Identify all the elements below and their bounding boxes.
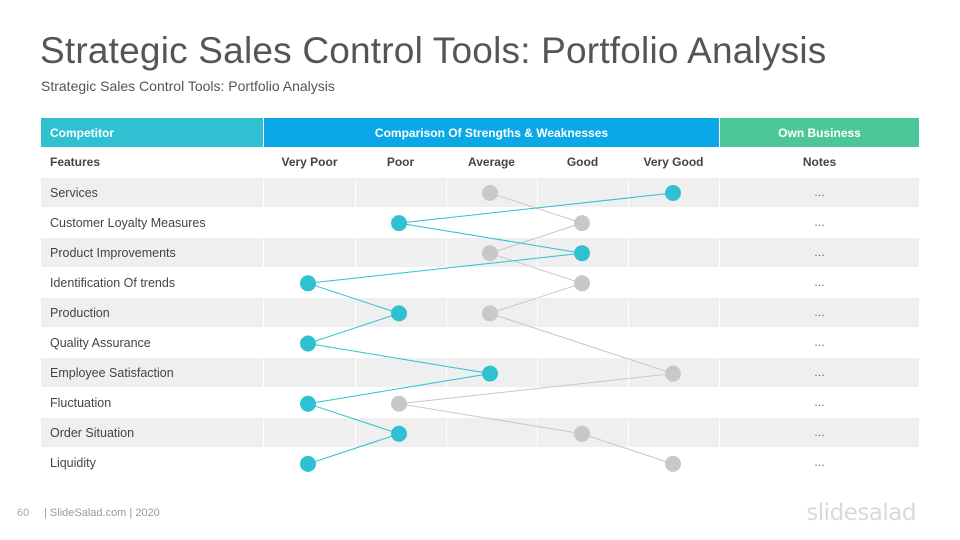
row-note: … <box>814 396 825 409</box>
row-note: … <box>814 366 825 379</box>
row-label: Services <box>50 185 98 200</box>
column-divider <box>537 178 538 477</box>
page-number: 60 <box>17 507 30 519</box>
column-divider <box>446 178 447 477</box>
page-subtitle: Strategic Sales Control Tools: Portfolio… <box>41 78 335 94</box>
row-note: … <box>814 426 825 439</box>
row-label: Fluctuation <box>50 395 112 410</box>
subheader-average: Average <box>468 155 515 169</box>
row-label: Employee Satisfaction <box>50 365 174 380</box>
table-row: Product Improvements … <box>41 238 919 267</box>
row-label: Quality Assurance <box>50 335 151 350</box>
subheader-very-good: Very Good <box>643 155 704 169</box>
subheader-poor: Poor <box>386 155 415 169</box>
row-label: Liquidity <box>50 455 96 470</box>
row-note: … <box>814 306 825 319</box>
header-own-business: Own Business <box>720 118 919 147</box>
page-title: Strategic Sales Control Tools: Portfolio… <box>40 30 827 71</box>
row-note: … <box>814 246 825 259</box>
column-divider <box>263 178 264 477</box>
row-label: Customer Loyalty Measures <box>50 215 206 230</box>
row-note: … <box>814 336 825 349</box>
column-divider <box>628 178 629 477</box>
row-label: Production <box>50 305 110 320</box>
row-note: … <box>814 456 825 469</box>
row-label: Order Situation <box>50 425 135 440</box>
row-note: … <box>814 276 825 289</box>
column-divider <box>719 178 720 477</box>
subheader-very-poor: Very Poor <box>281 155 338 169</box>
row-label: Product Improvements <box>50 245 176 260</box>
header-comparison: Comparison Of Strengths & Weaknesses <box>264 118 719 147</box>
row-note: … <box>814 216 825 229</box>
row-note: … <box>814 186 825 199</box>
subheader-features: Features <box>50 155 101 169</box>
table-row: Order Situation … <box>41 418 919 447</box>
table-row: Liquidity … <box>41 448 919 477</box>
column-divider <box>355 178 356 477</box>
subheader-good: Good <box>566 155 599 169</box>
table-row: Production … <box>41 298 919 327</box>
subheader-notes: Notes <box>802 155 837 169</box>
table-row: Quality Assurance … <box>41 328 919 357</box>
table-row: Services … <box>41 178 919 207</box>
footer-text: | SlideSalad.com | 2020 <box>44 507 160 519</box>
table-row: Customer Loyalty Measures … <box>41 208 919 237</box>
table-row: Employee Satisfaction … <box>41 358 919 387</box>
slidesalad-logo: slidesalad <box>806 500 916 526</box>
table-row: Fluctuation … <box>41 388 919 417</box>
header-competitor: Competitor <box>41 118 263 147</box>
table-row: Identification Of trends … <box>41 268 919 297</box>
row-label: Identification Of trends <box>50 275 176 290</box>
